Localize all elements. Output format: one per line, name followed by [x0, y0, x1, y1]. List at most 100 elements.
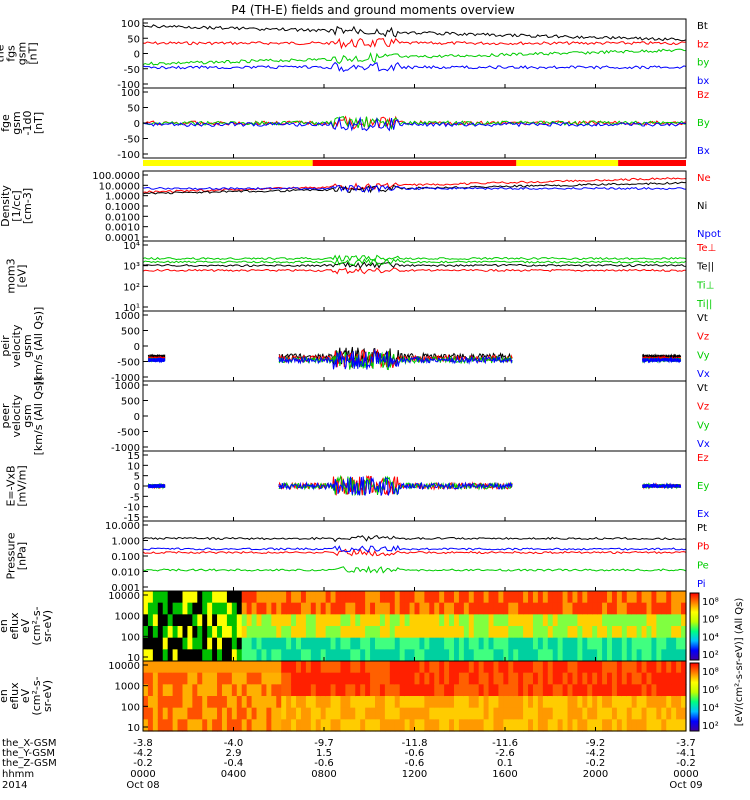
- heatmap-cell: [246, 684, 253, 697]
- heatmap-cell: [246, 719, 253, 732]
- heatmap-cell: [572, 614, 578, 627]
- heatmap-cell: [335, 661, 342, 674]
- heatmap-cell: [325, 684, 332, 697]
- heatmap-cell: [602, 696, 608, 709]
- heatmap-cell: [542, 614, 549, 627]
- heatmap-cell: [345, 684, 351, 697]
- heatmap-cell: [261, 649, 268, 662]
- heatmap-cell: [503, 614, 509, 627]
- heatmap-cell: [587, 602, 593, 615]
- x-tick-z: -0.2: [676, 758, 696, 769]
- heatmap-cell: [251, 707, 258, 720]
- ylabel-line: gsm: [10, 111, 23, 134]
- heatmap-cell: [616, 707, 623, 720]
- heatmap-cell: [177, 614, 184, 627]
- heatmap-cell: [172, 637, 179, 650]
- heatmap-cell: [226, 684, 233, 697]
- heatmap-cell: [384, 637, 391, 650]
- heatmap-cell: [350, 684, 356, 697]
- heatmap-cell: [611, 637, 618, 650]
- heatmap-cell: [468, 649, 475, 662]
- heatmap-cell: [434, 626, 440, 639]
- heatmap-cell: [197, 602, 203, 615]
- heatmap-cell: [483, 602, 490, 615]
- heatmap-cell: [488, 719, 495, 732]
- y-tick-label: 1000: [115, 311, 140, 322]
- heatmap-cell: [666, 637, 672, 650]
- heatmap-cell: [310, 684, 317, 697]
- heatmap-cell: [641, 684, 648, 697]
- heatmap-cell: [488, 649, 495, 662]
- heatmap-cell: [611, 661, 618, 674]
- heatmap-cell: [365, 661, 371, 674]
- heatmap-cell: [325, 661, 332, 674]
- heatmap-cell: [567, 719, 574, 732]
- heatmap-cell: [611, 696, 618, 709]
- heatmap-cell: [143, 684, 149, 697]
- heatmap-cell: [300, 614, 307, 627]
- heatmap-cell: [513, 602, 519, 615]
- heatmap-cell: [602, 672, 608, 685]
- heatmap-cell: [157, 684, 164, 697]
- heatmap-cell: [651, 661, 657, 674]
- mode-bar-segment: [618, 160, 686, 166]
- heatmap-cell: [528, 684, 534, 697]
- heatmap-cell: [231, 614, 238, 627]
- heatmap-cell: [478, 637, 485, 650]
- panel-3: Density[1/cc][cm-3]100.000010.00001.0000…: [0, 170, 721, 244]
- heatmap-cell: [611, 591, 618, 604]
- heatmap-cell: [389, 661, 396, 674]
- heatmap-cell: [592, 649, 598, 662]
- heatmap-cell: [577, 707, 583, 720]
- heatmap-cell: [172, 719, 179, 732]
- heatmap-cell: [300, 649, 307, 662]
- heatmap-cell: [389, 672, 396, 685]
- heatmap-cell: [681, 637, 687, 650]
- heatmap-cell: [330, 626, 337, 639]
- heatmap-cell: [325, 707, 332, 720]
- heatmap-cell: [498, 672, 504, 685]
- heatmap-cell: [483, 614, 490, 627]
- heatmap-cell: [439, 672, 445, 685]
- heatmap-cell: [528, 719, 534, 732]
- heatmap-cell: [518, 626, 524, 639]
- heatmap-cell: [266, 707, 272, 720]
- heatmap-cell: [518, 649, 524, 662]
- x-tick-x: -11.6: [492, 738, 518, 749]
- heatmap-cell: [335, 602, 342, 615]
- ylabel-line: fge: [0, 114, 12, 132]
- heatmap-cell: [305, 591, 312, 604]
- heatmap-cell: [261, 591, 268, 604]
- legend-Ti||: Ti||: [696, 299, 712, 310]
- heatmap-cell: [572, 719, 578, 732]
- heatmap-cell: [315, 591, 322, 604]
- heatmap-cell: [350, 672, 356, 685]
- heatmap-cell: [315, 602, 322, 615]
- heatmap-cell: [271, 626, 277, 639]
- heatmap-cell: [212, 637, 218, 650]
- heatmap-cell: [577, 684, 583, 697]
- heatmap-cell: [350, 637, 356, 650]
- heatmap-cell: [676, 637, 682, 650]
- heatmap-cell: [508, 719, 514, 732]
- heatmap-cell: [276, 672, 282, 685]
- heatmap-cell: [681, 696, 687, 709]
- heatmap-cell: [547, 649, 554, 662]
- heatmap-cell: [202, 661, 208, 674]
- heatmap-cell: [567, 696, 574, 709]
- heatmap-cell: [340, 707, 346, 720]
- heatmap-cell: [384, 684, 391, 697]
- heatmap-cell: [147, 591, 154, 604]
- heatmap-cell: [636, 707, 643, 720]
- ylabel-line: [nPa]: [16, 542, 29, 570]
- heatmap-cell: [360, 719, 366, 732]
- heatmap-cell: [602, 591, 608, 604]
- heatmap-cell: [602, 637, 608, 650]
- heatmap-cell: [602, 719, 608, 732]
- heatmap-cell: [508, 672, 514, 685]
- heatmap-cell: [547, 672, 554, 685]
- heatmap-cell: [661, 614, 667, 627]
- heatmap-cell: [340, 637, 346, 650]
- heatmap-cell: [370, 719, 376, 732]
